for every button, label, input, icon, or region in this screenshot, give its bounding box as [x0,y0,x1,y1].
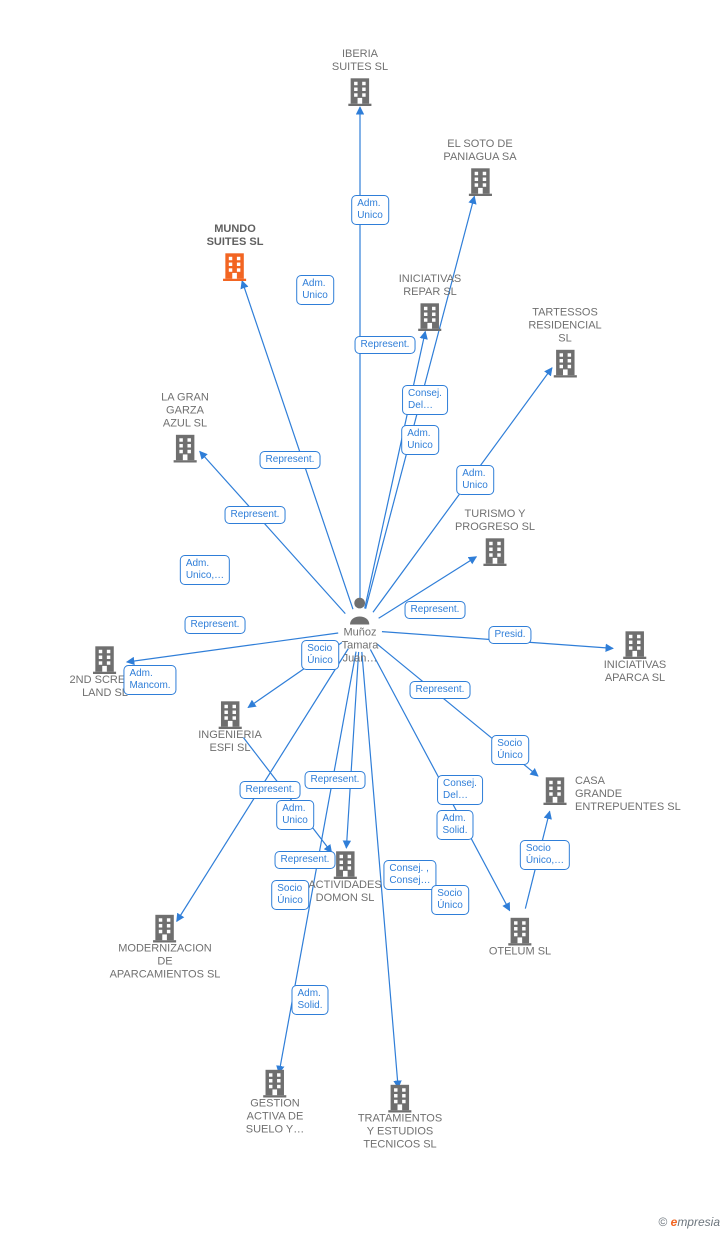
company-label: INICIATIVAS APARCA SL [604,659,667,685]
company-node[interactable]: TRATAMIENTOS Y ESTUDIOS TECNICOS SL [358,1083,442,1154]
building-icon [261,1068,289,1098]
company-node[interactable]: EL SOTO DE PANIAGUA SA [443,138,516,196]
company-node[interactable]: OTELUM SL [489,916,551,961]
edge-label[interactable]: Adm. Unico [296,275,334,305]
company-label: INGENIERIA ESFI SL [198,729,262,755]
company-node[interactable]: MUNDO SUITES SL [207,223,264,281]
diagram-canvas: Muñoz Tamara Juan… IBERIA SUITES SL EL SO… [0,0,728,1235]
company-node[interactable]: GESTION ACTIVA DE SUELO Y… [246,1068,305,1139]
company-node[interactable]: LA GRAN GARZA AZUL SL [161,392,209,463]
edge-label[interactable]: Represent. [410,681,471,699]
edge-label[interactable]: Adm. Unico [401,425,439,455]
edge-label[interactable]: Socio Único [491,735,529,765]
company-label: ACTIVIDADES DOMON SL [308,879,381,905]
company-label: OTELUM SL [489,946,551,959]
company-label: MODERNIZACION DE APARCAMIENTOS SL [110,943,221,982]
building-icon [216,699,244,729]
company-label: LA GRAN GARZA AZUL SL [161,392,209,431]
edge-label[interactable]: Represent. [225,506,286,524]
edge-label[interactable]: Socio Único [271,880,309,910]
edge-line [242,281,353,609]
company-label: TRATAMIENTOS Y ESTUDIOS TECNICOS SL [358,1113,442,1152]
edge-label[interactable]: Represent. [355,336,416,354]
building-icon [151,913,179,943]
building-icon [346,76,374,106]
copyright-symbol: © [658,1215,667,1229]
company-label: EL SOTO DE PANIAGUA SA [443,138,516,164]
building-icon [621,629,649,659]
edge-line [200,451,346,613]
copyright: © empresia [658,1215,720,1229]
edge-label[interactable]: Socio Único [301,640,339,670]
edge-label[interactable]: Adm. Unico [456,465,494,495]
building-icon [466,166,494,196]
building-icon [481,536,509,566]
edge-label[interactable]: Socio Único [431,885,469,915]
edge-line [365,331,426,608]
edge-label[interactable]: Represent. [275,851,336,869]
company-label: TURISMO Y PROGRESO SL [455,508,535,534]
edge-line [346,652,358,848]
edge-label[interactable]: Represent. [185,616,246,634]
edge-label[interactable]: Consej. Del… [402,385,448,415]
edge-label[interactable]: Adm. Mancom. [123,665,176,695]
building-icon [386,1083,414,1113]
edge-label[interactable]: Socio Único,… [520,840,570,870]
company-node[interactable]: INICIATIVAS REPAR SL [399,273,462,331]
edge-label[interactable]: Adm. Solid. [291,985,328,1015]
building-icon [171,433,199,463]
company-label: IBERIA SUITES SL [332,48,388,74]
edge-label[interactable]: Adm. Unico,… [180,555,230,585]
edge-label[interactable]: Consej. Del… [437,775,483,805]
edge-label[interactable]: Presid. [488,626,531,644]
building-icon [416,301,444,331]
edge-label[interactable]: Consej. , Consej… [383,860,436,890]
edge-label[interactable]: Adm. Solid. [436,810,473,840]
edge-label[interactable]: Represent. [240,781,301,799]
company-node[interactable]: INGENIERIA ESFI SL [198,699,262,757]
center-person-label: Muñoz Tamara Juan… [342,627,379,666]
building-icon [506,916,534,946]
company-label: INICIATIVAS REPAR SL [399,273,462,299]
brand-rest: mpresia [677,1215,720,1229]
building-icon [91,644,119,674]
company-label: GESTION ACTIVA DE SUELO Y… [246,1098,305,1137]
person-icon [347,595,373,625]
building-icon [541,775,569,805]
company-node[interactable]: TURISMO Y PROGRESO SL [455,508,535,566]
center-person-node[interactable]: Muñoz Tamara Juan… [342,595,379,666]
building-icon [551,348,579,378]
company-node[interactable]: CASA GRANDE ENTREPUENTES SL [541,775,569,805]
edge-label[interactable]: Represent. [405,601,466,619]
company-node[interactable]: INICIATIVAS APARCA SL [604,629,667,687]
company-label: MUNDO SUITES SL [207,223,264,249]
edge-label[interactable]: Adm. Unico [276,800,314,830]
edge-label[interactable]: Represent. [260,451,321,469]
company-label: TARTESSOS RESIDENCIAL SL [528,307,601,346]
edge-label[interactable]: Represent. [305,771,366,789]
company-node[interactable]: MODERNIZACION DE APARCAMIENTOS SL [110,913,221,984]
company-node[interactable]: TARTESSOS RESIDENCIAL SL [528,307,601,378]
edge-label[interactable]: Adm. Unico [351,195,389,225]
building-icon [221,251,249,281]
company-label: CASA GRANDE ENTREPUENTES SL [575,775,715,814]
company-node[interactable]: IBERIA SUITES SL [332,48,388,106]
